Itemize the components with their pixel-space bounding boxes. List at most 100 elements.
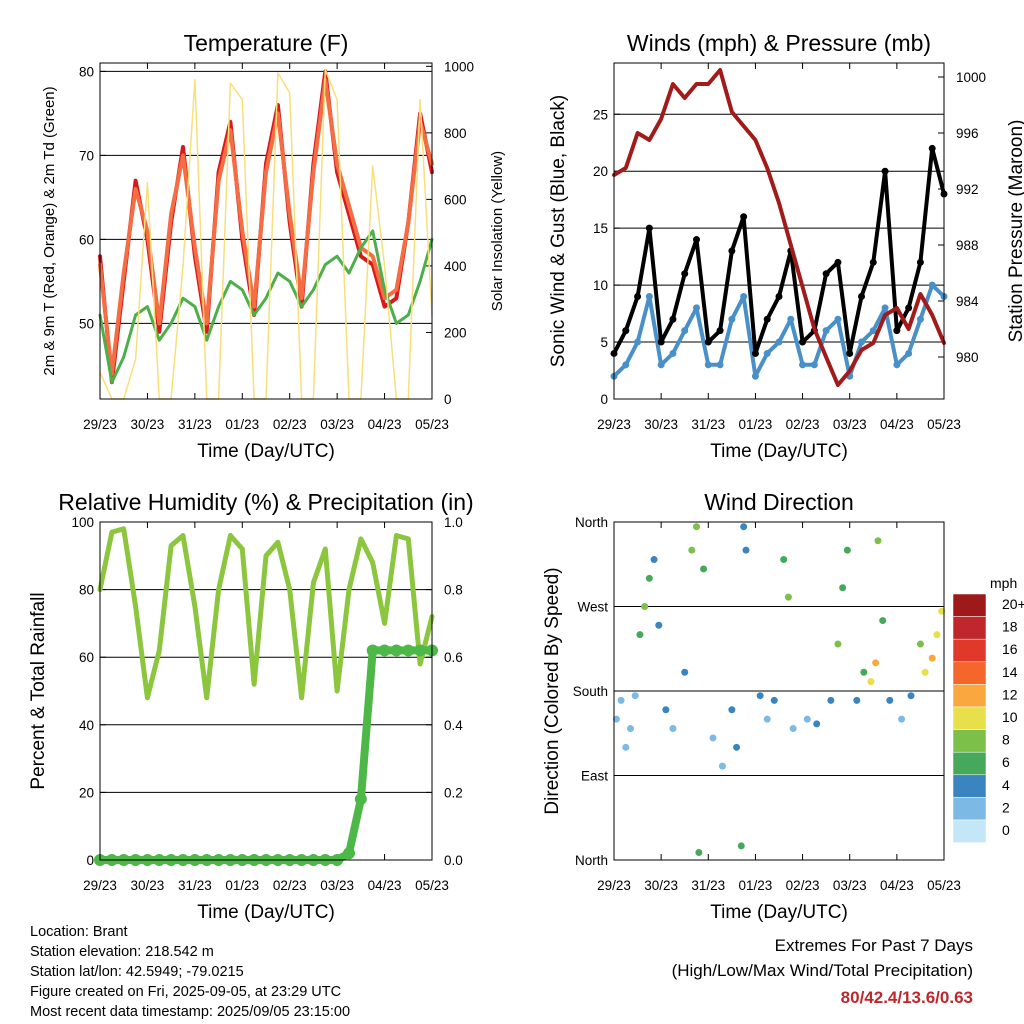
- winds-series-gust-point: [869, 258, 877, 266]
- direction-point: [860, 668, 868, 676]
- winds-plot-area: [610, 68, 948, 387]
- extremes-subtitle: (High/Low/Max Wind/Total Precipitation): [671, 961, 973, 980]
- direction-point: [933, 631, 941, 639]
- direction-point: [872, 659, 880, 667]
- humidity-ytick-right-label: 0.8: [444, 583, 463, 598]
- humidity-series-precipitation-point: [378, 644, 391, 657]
- direction-point: [695, 848, 703, 856]
- direction-legend-swatch: [952, 684, 987, 708]
- winds-xlabel: Time (Day/UTC): [710, 441, 848, 462]
- humidity-xtick-label: 31/23: [178, 878, 212, 893]
- direction-legend-swatch: [952, 819, 987, 843]
- winds-series-gust-point: [704, 338, 712, 346]
- temperature-frame: [99, 62, 433, 400]
- temperature-plot-area: [98, 68, 434, 400]
- direction-point: [662, 706, 670, 714]
- direction-point: [622, 743, 630, 751]
- direction-point: [803, 715, 811, 723]
- humidity-series-precipitation-point: [414, 644, 427, 657]
- humidity-series-rh-line: [97, 526, 435, 701]
- direction-legend-label: 0: [1002, 822, 1010, 838]
- humidity-ytick-label: 60: [79, 650, 94, 665]
- direction-legend-label: 2: [1002, 799, 1010, 815]
- winds-series-sonic-wind-point: [775, 338, 783, 346]
- winds-series-gust-point: [693, 236, 700, 244]
- direction-point: [700, 565, 708, 573]
- winds-xtick-label: 05/23: [927, 417, 961, 432]
- temperature-ytick-right-label: 1000: [444, 59, 474, 74]
- winds-title: Winds (mph) & Pressure (mb): [627, 30, 931, 56]
- direction-ytick-label: East: [581, 769, 608, 784]
- direction-point: [789, 725, 797, 733]
- winds-ylabel-right: Station Pressure (Maroon): [1006, 120, 1024, 343]
- winds-ytick-label: 25: [593, 107, 608, 122]
- winds-series-gust-line: [612, 146, 946, 356]
- direction-xtick-label: 03/23: [833, 878, 867, 893]
- humidity-plot-area: [94, 526, 438, 866]
- temperature-xtick-label: 30/23: [131, 417, 165, 432]
- winds-ytick-right-label: 992: [956, 182, 979, 197]
- temperature-xtick-label: 02/23: [273, 417, 307, 432]
- extremes-title: Extremes For Past 7 Days: [774, 936, 973, 955]
- direction-legend-title: mph: [990, 575, 1017, 591]
- winds-series-sonic-wind-point: [858, 338, 865, 346]
- humidity-ytick-right-label: 1.0: [444, 515, 463, 530]
- humidity-series-precipitation-point: [343, 847, 355, 860]
- winds-series-sonic-wind-point: [928, 281, 936, 289]
- direction-frame: [613, 521, 945, 861]
- winds-series-sonic-wind-point: [716, 361, 724, 369]
- humidity-xtick-label: 30/23: [131, 878, 165, 893]
- winds-series-gust-point: [775, 292, 783, 300]
- direction-point: [733, 743, 741, 751]
- direction-point: [853, 696, 861, 704]
- footer-created: Figure created on Fri, 2025-09-05, at 23…: [30, 984, 342, 1000]
- winds-xtick-label: 30/23: [644, 417, 678, 432]
- winds-series-gust-point: [834, 258, 842, 266]
- winds-series-gust-point: [751, 349, 759, 357]
- humidity-series-precipitation-point: [366, 644, 379, 657]
- temperature-title: Temperature (F): [184, 30, 349, 56]
- direction-xtick-label: 30/23: [644, 878, 678, 893]
- direction-ytick-label: South: [573, 684, 608, 699]
- winds-series-sonic-wind-point: [740, 292, 748, 300]
- winds-series-sonic-wind-point: [634, 338, 642, 346]
- direction-xtick-label: 31/23: [691, 878, 725, 893]
- humidity-ytick-right-label: 0.2: [444, 785, 463, 800]
- direction-point: [737, 842, 745, 850]
- winds-series-pressure-line: [612, 68, 946, 387]
- direction-point: [693, 523, 700, 531]
- humidity-ytick-label: 80: [79, 583, 94, 598]
- humidity-title: Relative Humidity (%) & Precipitation (i…: [58, 489, 473, 515]
- humidity-xtick-label: 01/23: [225, 878, 259, 893]
- winds-series-sonic-wind-point: [834, 315, 842, 323]
- winds-series-sonic-wind-point: [763, 349, 771, 357]
- temperature-series-solar-line: [99, 68, 433, 400]
- direction-legend-label: 16: [1002, 641, 1018, 657]
- winds-series-sonic-wind-point: [799, 361, 807, 369]
- direction-point: [688, 546, 696, 554]
- direction-ylabel: Direction (Colored By Speed): [542, 567, 563, 814]
- temperature-ytick-right-label: 800: [444, 126, 467, 141]
- footer-elevation: Station elevation: 218.542 m: [30, 944, 214, 960]
- temperature-ytick-right-label: 200: [444, 325, 467, 340]
- extremes-values: 80/42.4/13.6/0.63: [840, 988, 973, 1007]
- winds-series-gust-point: [846, 349, 854, 357]
- direction-point: [938, 607, 946, 615]
- direction-point: [681, 668, 689, 676]
- humidity-frame: [99, 521, 433, 861]
- winds-series-gust-point: [858, 292, 865, 300]
- temperature-ytick-right-label: 400: [444, 259, 467, 274]
- direction-point: [839, 584, 847, 592]
- direction-legend-swatch: [952, 751, 987, 776]
- direction-point: [874, 537, 882, 545]
- temperature-xtick-label: 29/23: [83, 417, 117, 432]
- direction-legend-label: 4: [1002, 777, 1010, 793]
- winds-series-sonic-wind-point: [905, 349, 913, 357]
- direction-point: [617, 696, 625, 704]
- winds-series-gust-point: [645, 224, 653, 232]
- direction-point: [916, 640, 924, 648]
- direction-xlabel: Time (Day/UTC): [710, 902, 848, 923]
- direction-point: [709, 734, 717, 742]
- humidity-ytick-label: 100: [71, 515, 94, 530]
- winds-ytick-right-label: 996: [956, 126, 979, 141]
